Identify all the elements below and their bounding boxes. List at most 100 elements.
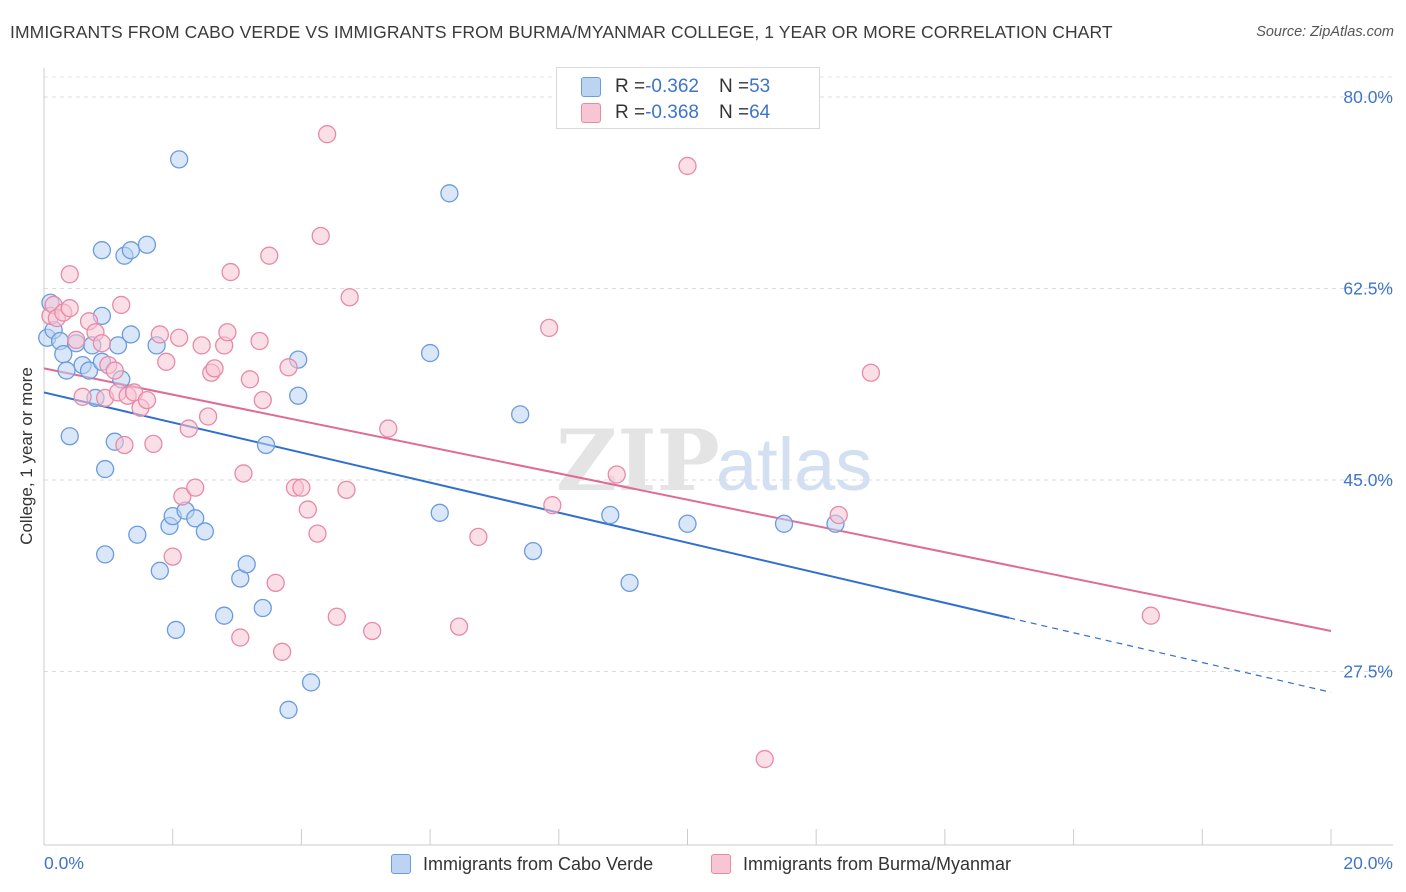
data-point: [237, 555, 256, 574]
data-point: [57, 361, 76, 380]
y-tick-label: 62.5%: [1343, 279, 1393, 299]
data-point: [79, 361, 99, 380]
legend-row-cabo-verde: R = -0.362 N = 53: [581, 75, 770, 99]
data-point: [260, 246, 279, 265]
data-point: [195, 522, 215, 541]
data-point: [60, 299, 79, 318]
data-point: [440, 184, 459, 203]
data-point: [601, 505, 620, 525]
data-point: [144, 434, 163, 454]
trend-line-0: [43, 391, 1010, 619]
legend-n-value: 64: [749, 102, 771, 123]
trend-lines: [43, 367, 1332, 693]
y-tick-label: 27.5%: [1343, 662, 1393, 682]
legend-row-burma: R = -0.368 N = 64: [581, 101, 770, 125]
legend-r-value: -0.362: [645, 76, 699, 97]
data-point: [539, 318, 559, 338]
data-point: [301, 673, 321, 692]
watermark-atlas: atlas: [716, 423, 872, 506]
bottom-legend-label-cabo-verde: Immigrants from Cabo Verde: [423, 853, 654, 874]
data-point: [234, 464, 253, 483]
data-point: [308, 524, 327, 543]
data-point: [215, 606, 234, 625]
chart-title: IMMIGRANTS FROM CABO VERDE VS IMMIGRANTS…: [10, 22, 1113, 42]
data-point: [861, 363, 881, 382]
data-point: [607, 465, 626, 484]
data-point: [253, 390, 272, 410]
data-point: [60, 427, 79, 446]
stats-legend: R = -0.362 N = 53 R = -0.368 N = 64: [556, 67, 820, 129]
bottom-legend-swatch-burma: [711, 854, 731, 874]
data-point: [150, 561, 169, 580]
trend-line-extension-0: [1009, 617, 1332, 693]
trend-line-1: [43, 367, 1332, 632]
data-point: [266, 573, 285, 593]
data-point: [166, 620, 186, 640]
data-point: [340, 288, 359, 307]
data-point: [678, 514, 697, 533]
x-tick-label-max: 20.0%: [1343, 853, 1393, 873]
data-point: [105, 361, 124, 380]
data-point: [137, 390, 157, 410]
data-point: [620, 573, 639, 593]
data-point: [137, 235, 157, 254]
data-point: [298, 500, 317, 519]
data-point: [95, 545, 115, 564]
legend-swatch-burma: [581, 103, 601, 123]
data-point: [95, 459, 115, 479]
data-point: [179, 419, 198, 438]
data-point: [469, 527, 488, 547]
data-point: [169, 150, 189, 169]
data-point: [121, 241, 141, 260]
data-point: [543, 496, 562, 515]
data-point: [289, 386, 308, 405]
data-point: [250, 331, 269, 351]
axes: [43, 68, 1393, 846]
data-point: [678, 156, 697, 176]
data-point: [430, 503, 449, 522]
data-point: [327, 607, 346, 626]
data-point: [231, 628, 250, 647]
data-point: [379, 419, 398, 438]
data-point: [112, 295, 131, 315]
data-point: [169, 328, 189, 347]
legend-r-label: R =: [615, 102, 646, 123]
data-point: [253, 598, 272, 618]
data-point: [511, 405, 530, 424]
legend-n-value: 53: [749, 76, 771, 97]
data-point: [115, 435, 134, 455]
data-point: [192, 336, 211, 355]
data-point: [363, 621, 382, 641]
data-point: [279, 700, 298, 719]
data-point: [92, 334, 112, 353]
watermark-zip: ZIP: [556, 411, 720, 510]
data-point: [173, 487, 192, 506]
legend-n-label: N =: [718, 102, 750, 123]
data-point: [292, 478, 311, 497]
data-point: [128, 525, 147, 544]
data-point: [1141, 606, 1160, 625]
data-point: [60, 265, 79, 284]
y-tick-label: 80.0%: [1343, 87, 1393, 107]
data-point: [829, 505, 848, 525]
y-tick-label: 45.0%: [1343, 470, 1393, 490]
legend-swatch-cabo-verde: [581, 77, 601, 97]
data-point: [279, 358, 298, 377]
legend-r-label: R =: [615, 76, 646, 97]
data-point: [420, 343, 440, 363]
data-point: [337, 480, 356, 499]
data-point: [205, 359, 224, 378]
data-point: [150, 325, 169, 344]
y-tick-labels: 27.5% 45.0% 62.5% 80.0%: [1343, 87, 1393, 682]
data-point: [73, 387, 92, 406]
data-point: [218, 323, 237, 342]
data-point: [157, 352, 176, 371]
data-point: [256, 435, 276, 455]
data-point: [311, 226, 330, 246]
data-point: [121, 325, 141, 344]
data-point: [67, 330, 86, 350]
data-point: [272, 642, 292, 661]
data-point: [186, 509, 205, 528]
